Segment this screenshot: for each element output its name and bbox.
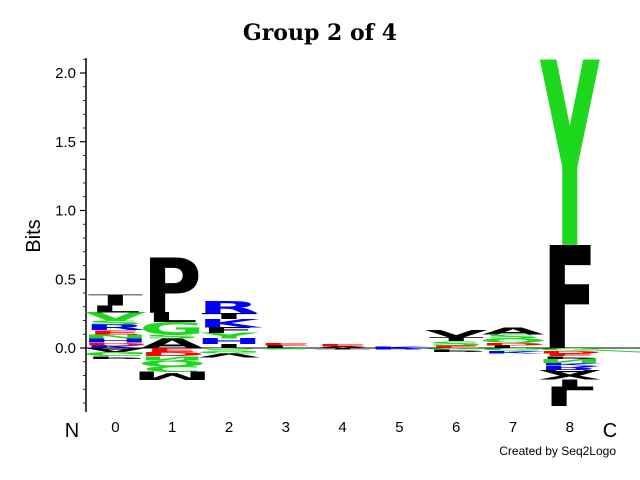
logo-letter: D [536, 350, 603, 354]
logo-letter: S [257, 348, 315, 350]
logo-letter: A [141, 336, 204, 352]
y-tick-label: 1.0 [55, 203, 76, 220]
logo-letter: R [84, 323, 146, 332]
logo-letter: K [198, 317, 264, 330]
logo-letter: L [487, 345, 538, 349]
logo-letter: V [84, 310, 147, 323]
logo-letter: L [147, 310, 198, 326]
logo-letter: N [536, 358, 603, 365]
logo-letter: K [482, 350, 547, 354]
logo-letter: I [555, 377, 585, 388]
logo-letter: E [429, 345, 484, 349]
logo-letter: R [198, 298, 260, 318]
logo-letter: N [138, 355, 205, 362]
logo-letter: S [484, 333, 542, 340]
logo-letter: E [542, 353, 597, 357]
logo-letter: L [260, 345, 311, 349]
logo-letter: D [139, 351, 206, 358]
logo-letter: T [429, 336, 484, 343]
logo-letter: H [82, 337, 149, 344]
y-axis-label: Bits [23, 219, 45, 252]
logo-letter: Q [138, 359, 206, 368]
logo-letter: V [539, 374, 601, 381]
x-tick-label: 1 [168, 419, 176, 436]
logo-letter: A [539, 368, 601, 377]
logo-letter: V [198, 352, 260, 359]
x-tick-label: 4 [338, 419, 346, 436]
y-tick-label: 0.5 [55, 271, 76, 288]
logo-letter: I [100, 297, 130, 308]
logo-letter: S [86, 319, 144, 326]
logo-letter: G [196, 350, 262, 354]
logo-letter: R [368, 348, 430, 350]
logo-letter: E [88, 329, 143, 336]
logo-letter: R [539, 364, 601, 371]
logo-letter: G [480, 347, 546, 351]
n-terminus-label: N [65, 420, 79, 442]
glyph-layer: KDHNERSVLITAGPASGLPEDNQCMIHYFKTRSGVLESAE… [82, 10, 640, 411]
logo-letter: S [427, 340, 485, 347]
logo-letter: D [82, 342, 149, 346]
credit-text: Created by Seq2Logo [499, 444, 616, 458]
logo-letter: G [139, 319, 205, 339]
logo-letter: E [258, 342, 313, 346]
y-tick-label: 2.0 [55, 65, 76, 82]
y-tick-label: 0.0 [55, 340, 76, 357]
trailing-streak [595, 349, 640, 353]
logo-letter: T [315, 348, 370, 350]
logo-letter: Q [479, 337, 547, 344]
x-tick-label: 2 [225, 419, 233, 436]
logo-letter: C [143, 364, 202, 373]
logo-letter: D [480, 342, 547, 346]
logo-letter: P [427, 348, 486, 352]
x-tick-label: 6 [452, 419, 460, 436]
logo-letter: H [195, 337, 262, 346]
logo-letter: Y [540, 10, 600, 305]
logo-letter: G [537, 347, 603, 351]
x-tick-label: 0 [111, 419, 119, 436]
logo-letter: K [539, 362, 604, 366]
x-tick-label: 8 [566, 419, 574, 436]
logo-letter: S [200, 347, 258, 351]
logo-letter: Y [198, 332, 259, 341]
logo-letter: V [425, 328, 488, 339]
logo-letter: E [145, 347, 200, 354]
x-tick-label: 7 [509, 419, 517, 436]
axis-layer: 0.0 0.5 1.0 1.5 2.0 0 1 2 3 4 5 6 7 8 [55, 58, 640, 436]
x-tick-label: 5 [395, 419, 403, 436]
logo-letter: A [482, 326, 545, 337]
logo-letter: S [143, 333, 201, 340]
logo-letter: G [423, 348, 489, 350]
logo-letter: E [315, 343, 370, 347]
logo-letter: F [201, 326, 256, 335]
logo-letter: A [311, 346, 373, 348]
logo-letter: I [214, 343, 244, 350]
logo-letter: F [542, 218, 597, 383]
logo-letter: P [540, 355, 599, 359]
logo-letter: A [84, 347, 146, 354]
y-tick-label: 1.5 [55, 134, 76, 151]
x-tick-label: 3 [282, 419, 290, 436]
c-terminus-label: C [603, 420, 617, 442]
logo-letter: T [88, 293, 143, 300]
logo-letter: K [368, 346, 433, 348]
logo-letter: K [84, 345, 149, 349]
logo-letter: L [544, 380, 595, 411]
logo-letter: T [202, 312, 257, 321]
logo-letter: P [143, 244, 202, 331]
chart-title: Group 2 of 4 [242, 20, 398, 46]
logo-letter: M [132, 369, 212, 382]
logo-letter: N [82, 333, 149, 340]
logo-letter: G [82, 351, 148, 358]
logo-letter: P [86, 355, 145, 359]
logo-letter: L [90, 304, 141, 315]
